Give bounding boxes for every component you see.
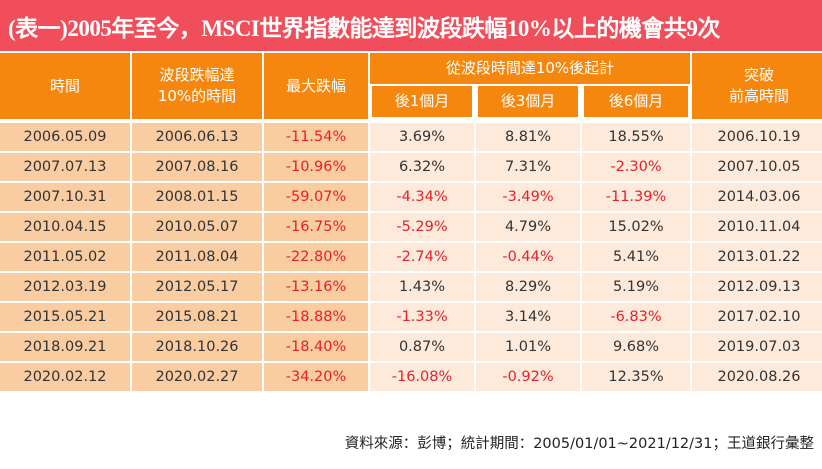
cell-after-3-months: -0.92%: [476, 363, 580, 391]
cell-after-1-month: 0.87%: [370, 333, 474, 361]
cell-after-3-months: 7.31%: [476, 153, 580, 181]
cell-after-6-months: 9.68%: [582, 333, 690, 361]
cell-after-6-months: -11.39%: [582, 183, 690, 211]
cell-after-3-months: 3.14%: [476, 303, 580, 331]
cell-breakout-date: 2012.09.13: [692, 273, 822, 301]
cell-max-drop: -11.54%: [264, 123, 368, 151]
cell-start-date: 2007.10.31: [0, 183, 130, 211]
cell-after-3-months: -3.49%: [476, 183, 580, 211]
header-time: 時間: [0, 53, 130, 119]
cell-reach-date: 2011.08.04: [132, 243, 262, 271]
cell-start-date: 2010.04.15: [0, 213, 130, 241]
cell-max-drop: -16.75%: [264, 213, 368, 241]
cell-breakout-date: 2013.01.22: [692, 243, 822, 271]
header-6-months: 後6個月: [582, 86, 690, 119]
cell-reach-date: 2020.02.27: [132, 363, 262, 391]
header-group-after-10pct: 從波段時間達10%後起計: [370, 53, 690, 84]
cell-after-1-month: -2.74%: [370, 243, 474, 271]
cell-after-6-months: 12.35%: [582, 363, 690, 391]
cell-reach-date: 2006.06.13: [132, 123, 262, 151]
cell-start-date: 2015.05.21: [0, 303, 130, 331]
cell-after-1-month: -4.34%: [370, 183, 474, 211]
cell-breakout-date: 2010.11.04: [692, 213, 822, 241]
cell-after-1-month: -1.33%: [370, 303, 474, 331]
header-3-months: 後3個月: [476, 86, 580, 119]
cell-start-date: 2006.05.09: [0, 123, 130, 151]
cell-max-drop: -10.96%: [264, 153, 368, 181]
cell-start-date: 2012.03.19: [0, 273, 130, 301]
cell-breakout-date: 2007.10.05: [692, 153, 822, 181]
cell-start-date: 2007.07.13: [0, 153, 130, 181]
cell-after-6-months: 5.19%: [582, 273, 690, 301]
cell-after-1-month: 6.32%: [370, 153, 474, 181]
header-max-drop: 最大跌幅: [264, 53, 368, 119]
cell-after-3-months: 8.29%: [476, 273, 580, 301]
cell-after-1-month: -16.08%: [370, 363, 474, 391]
cell-max-drop: -59.07%: [264, 183, 368, 211]
cell-after-6-months: 18.55%: [582, 123, 690, 151]
cell-max-drop: -18.88%: [264, 303, 368, 331]
cell-breakout-date: 2019.07.03: [692, 333, 822, 361]
header-reach-10pct: 波段跌幅達 10%的時間: [132, 53, 262, 119]
cell-reach-date: 2015.08.21: [132, 303, 262, 331]
cell-reach-date: 2007.08.16: [132, 153, 262, 181]
data-table: 時間 波段跌幅達 10%的時間 最大跌幅 從波段時間達10%後起計 突破 前高時…: [0, 53, 822, 391]
cell-after-6-months: 5.41%: [582, 243, 690, 271]
cell-max-drop: -13.16%: [264, 273, 368, 301]
cell-after-6-months: 15.02%: [582, 213, 690, 241]
cell-reach-date: 2012.05.17: [132, 273, 262, 301]
cell-breakout-date: 2014.03.06: [692, 183, 822, 211]
cell-breakout-date: 2020.08.26: [692, 363, 822, 391]
cell-after-3-months: 4.79%: [476, 213, 580, 241]
cell-after-6-months: -2.30%: [582, 153, 690, 181]
cell-after-1-month: 1.43%: [370, 273, 474, 301]
cell-reach-date: 2010.05.07: [132, 213, 262, 241]
cell-start-date: 2011.05.02: [0, 243, 130, 271]
cell-start-date: 2018.09.21: [0, 333, 130, 361]
cell-max-drop: -22.80%: [264, 243, 368, 271]
cell-max-drop: -18.40%: [264, 333, 368, 361]
cell-after-3-months: 1.01%: [476, 333, 580, 361]
source-note: 資料來源：彭博；統計期間：2005/01/01~2021/12/31；王道銀行彙…: [344, 436, 814, 452]
cell-breakout-date: 2017.02.10: [692, 303, 822, 331]
cell-after-6-months: -6.83%: [582, 303, 690, 331]
cell-reach-date: 2008.01.15: [132, 183, 262, 211]
cell-reach-date: 2018.10.26: [132, 333, 262, 361]
cell-after-3-months: 8.81%: [476, 123, 580, 151]
cell-after-1-month: 3.69%: [370, 123, 474, 151]
header-1-month: 後1個月: [370, 86, 474, 119]
table-title: (表一)2005年至今，MSCI世界指數能達到波段跌幅10%以上的機會共9次: [0, 0, 822, 51]
header-breakout: 突破 前高時間: [692, 53, 822, 119]
cell-after-1-month: -5.29%: [370, 213, 474, 241]
cell-breakout-date: 2006.10.19: [692, 123, 822, 151]
cell-after-3-months: -0.44%: [476, 243, 580, 271]
cell-start-date: 2020.02.12: [0, 363, 130, 391]
cell-max-drop: -34.20%: [264, 363, 368, 391]
